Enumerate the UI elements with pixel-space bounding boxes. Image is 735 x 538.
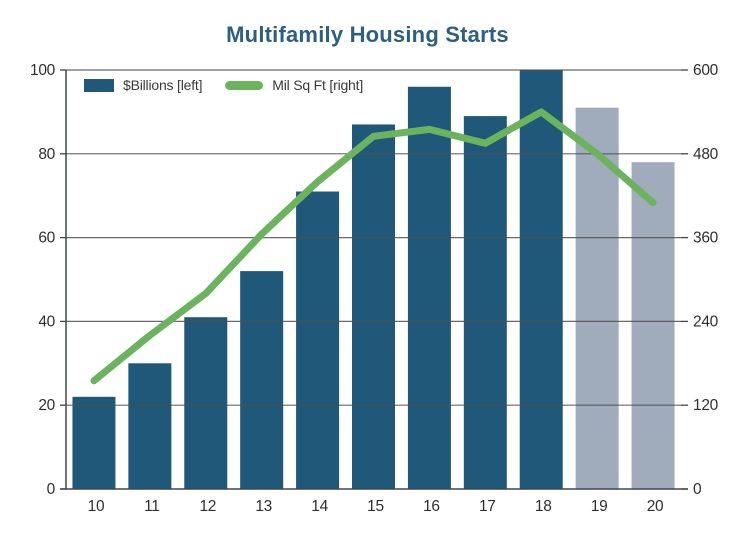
y-axis-right-label: 0 [693,481,702,498]
x-axis-label: 18 [535,498,552,515]
y-axis-left-label: 100 [30,62,56,79]
bar-10 [72,396,116,489]
y-axis-left-label: 60 [38,230,55,247]
legend-bar-label: $Billions [left] [123,77,203,93]
bar-18 [519,70,563,489]
y-axis-left-label: 80 [38,146,55,163]
y-axis-left-label: 40 [38,313,55,330]
bar-11 [128,363,172,489]
bar-17 [463,116,507,489]
y-axis-left-label: 20 [38,397,55,414]
legend-line-swatch-icon [225,80,264,90]
chart-title: Multifamily Housing Starts [226,22,509,47]
legend: $Billions [left] Mil Sq Ft [right] [84,77,363,93]
y-axis-right-label: 600 [693,62,719,79]
x-axis-label: 16 [423,498,440,515]
y-axis-right-label: 360 [693,230,719,247]
x-axis-label: 15 [367,498,384,515]
x-axis-label: 14 [311,498,328,515]
bar-13 [240,271,284,489]
x-axis-label: 20 [647,498,664,515]
legend-line-label: Mil Sq Ft [right] [272,77,364,93]
bar-16 [407,86,451,489]
y-axis-right-label: 480 [693,146,719,163]
x-axis-label: 12 [199,498,216,515]
x-axis-label: 19 [591,498,608,515]
bar-20 [631,162,675,489]
y-axis-right-label: 120 [693,397,719,414]
x-axis-label: 13 [255,498,272,515]
legend-bar-swatch-icon [84,78,114,92]
x-axis-label: 10 [88,498,105,515]
bar-14 [296,191,340,489]
y-axis-right-label: 240 [693,313,719,330]
x-axis-label: 17 [479,498,496,515]
x-axis-label: 11 [144,498,160,515]
bar-12 [184,317,228,489]
bar-15 [352,124,395,489]
y-axis-left-label: 0 [47,481,56,498]
bar-19 [575,107,619,490]
trend-line [90,108,657,385]
